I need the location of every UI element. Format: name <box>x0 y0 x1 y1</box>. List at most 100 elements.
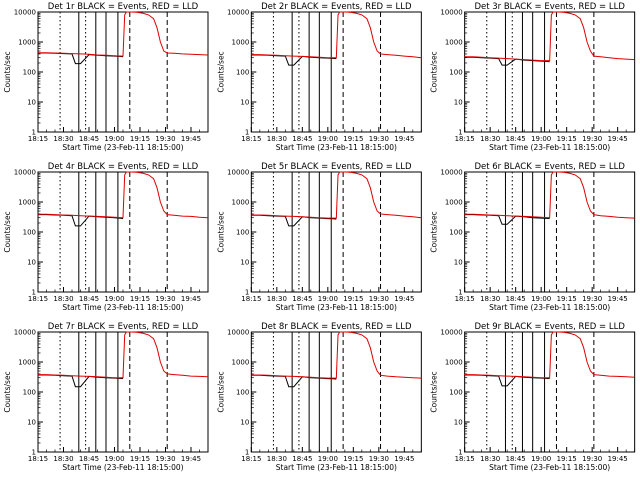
detector-chart-9: Det 9r BLACK = Events, RED = LLD 1 10 100 10… <box>430 322 636 472</box>
x-tick-label: 19:30 <box>582 295 602 303</box>
series-line-events <box>38 214 124 227</box>
y-tick-label: 100 <box>449 389 462 397</box>
x-tick-label: 19:00 <box>318 135 338 143</box>
detector-chart-1: Det 1r BLACK = Events, RED = LLD 1 10 100 10… <box>3 2 209 152</box>
detector-chart-5: Det 5r BLACK = Events, RED = LLD 1 10 100 10… <box>216 162 422 312</box>
plot-frame <box>464 11 636 133</box>
series-line-events <box>251 374 337 388</box>
x-tick-label: 18:15 <box>28 295 48 303</box>
x-tick-label: 19:15 <box>343 295 363 303</box>
series-line-lld <box>251 171 422 219</box>
chart-title: Det 4r BLACK = Events, RED = LLD <box>48 162 199 172</box>
series-line-lld <box>38 11 209 57</box>
x-tick-label: 19:30 <box>582 135 602 143</box>
detector-chart-6: Det 6r BLACK = Events, RED = LLD 1 10 100 10… <box>430 162 636 312</box>
x-tick-label: 18:30 <box>53 455 73 463</box>
y-tick-label: 10000 <box>14 169 36 177</box>
x-tick-label: 19:15 <box>343 455 363 463</box>
y-tick-label: 10 <box>240 259 249 267</box>
y-tick-label: 10000 <box>440 169 462 177</box>
series-line-lld <box>251 331 422 379</box>
x-tick-label: 18:30 <box>53 295 73 303</box>
y-tick-label: 1 <box>245 129 249 137</box>
y-tick-label: 1000 <box>18 39 36 47</box>
x-tick-label: 19:15 <box>343 135 363 143</box>
x-axis-label: Start Time (23-Feb-11 18:15:00) <box>489 143 610 152</box>
y-tick-label: 100 <box>236 69 249 77</box>
y-tick-label: 1000 <box>232 199 250 207</box>
y-axis-label: Counts/sec <box>3 51 12 92</box>
x-tick-label: 18:45 <box>506 135 526 143</box>
y-tick-label: 10000 <box>227 9 249 17</box>
x-tick-label: 18:30 <box>267 455 287 463</box>
y-tick-label: 10000 <box>227 169 249 177</box>
x-tick-label: 18:30 <box>53 135 73 143</box>
x-tick-label: 19:30 <box>369 455 389 463</box>
x-tick-label: 19:15 <box>557 135 577 143</box>
y-axis-label: Counts/sec <box>430 51 439 92</box>
y-tick-label: 10000 <box>440 329 462 337</box>
series-line-lld <box>251 11 422 59</box>
x-tick-label: 18:15 <box>455 295 475 303</box>
x-tick-label: 19:30 <box>582 455 602 463</box>
x-tick-label: 18:30 <box>480 295 500 303</box>
plot-frame <box>250 171 422 293</box>
y-tick-label: 10 <box>27 99 36 107</box>
x-axis-label: Start Time (23-Feb-11 18:15:00) <box>276 463 397 472</box>
x-tick-label: 18:30 <box>480 455 500 463</box>
x-axis-label: Start Time (23-Feb-11 18:15:00) <box>489 463 610 472</box>
plot-frame <box>464 171 636 293</box>
chart-title: Det 9r BLACK = Events, RED = LLD <box>474 322 625 332</box>
y-tick-label: 1000 <box>18 359 36 367</box>
x-tick-label: 19:00 <box>104 295 124 303</box>
y-tick-label: 100 <box>23 229 36 237</box>
x-axis-label: Start Time (23-Feb-11 18:15:00) <box>276 143 397 152</box>
chart-title: Det 8r BLACK = Events, RED = LLD <box>261 322 412 332</box>
x-tick-label: 19:00 <box>318 455 338 463</box>
plot-frame <box>37 11 209 133</box>
x-tick-label: 18:45 <box>506 455 526 463</box>
x-tick-label: 18:15 <box>455 135 475 143</box>
series-line-events <box>38 374 124 388</box>
x-tick-label: 18:30 <box>267 135 287 143</box>
x-tick-label: 18:15 <box>241 455 261 463</box>
x-axis-label: Start Time (23-Feb-11 18:15:00) <box>62 463 183 472</box>
y-tick-label: 1 <box>245 449 249 457</box>
x-tick-label: 19:45 <box>394 295 414 303</box>
chart-title: Det 6r BLACK = Events, RED = LLD <box>474 162 625 172</box>
detector-chart-4: Det 4r BLACK = Events, RED = LLD 1 10 100 10… <box>3 162 209 312</box>
x-tick-label: 18:45 <box>292 295 312 303</box>
series-line-lld <box>464 11 635 62</box>
y-tick-label: 1 <box>245 289 249 297</box>
x-tick-label: 19:15 <box>557 455 577 463</box>
x-tick-label: 19:30 <box>369 295 389 303</box>
x-tick-label: 19:15 <box>130 455 150 463</box>
y-tick-label: 100 <box>449 69 462 77</box>
y-tick-label: 1 <box>32 129 36 137</box>
x-tick-label: 19:00 <box>531 295 551 303</box>
x-tick-label: 19:00 <box>104 455 124 463</box>
chart-title: Det 2r BLACK = Events, RED = LLD <box>261 2 412 12</box>
x-tick-label: 19:45 <box>394 455 414 463</box>
y-tick-label: 1000 <box>445 199 463 207</box>
plot-frame <box>37 171 209 293</box>
x-tick-label: 19:15 <box>130 135 150 143</box>
x-tick-label: 18:45 <box>292 455 312 463</box>
x-tick-label: 19:30 <box>155 135 175 143</box>
y-tick-label: 1000 <box>445 359 463 367</box>
y-axis-label: Counts/sec <box>430 211 439 252</box>
detector-chart-2: Det 2r BLACK = Events, RED = LLD 1 10 100 10… <box>216 2 422 152</box>
y-tick-label: 1000 <box>232 359 250 367</box>
plot-frame <box>250 331 422 453</box>
plot-frame <box>464 331 636 453</box>
y-tick-label: 1 <box>32 289 36 297</box>
x-tick-label: 19:00 <box>531 135 551 143</box>
y-tick-label: 10000 <box>227 329 249 337</box>
x-tick-label: 19:00 <box>318 295 338 303</box>
y-tick-label: 1000 <box>445 39 463 47</box>
plot-frame <box>250 11 422 133</box>
y-axis-label: Counts/sec <box>216 51 225 92</box>
x-axis-label: Start Time (23-Feb-11 18:15:00) <box>276 303 397 312</box>
